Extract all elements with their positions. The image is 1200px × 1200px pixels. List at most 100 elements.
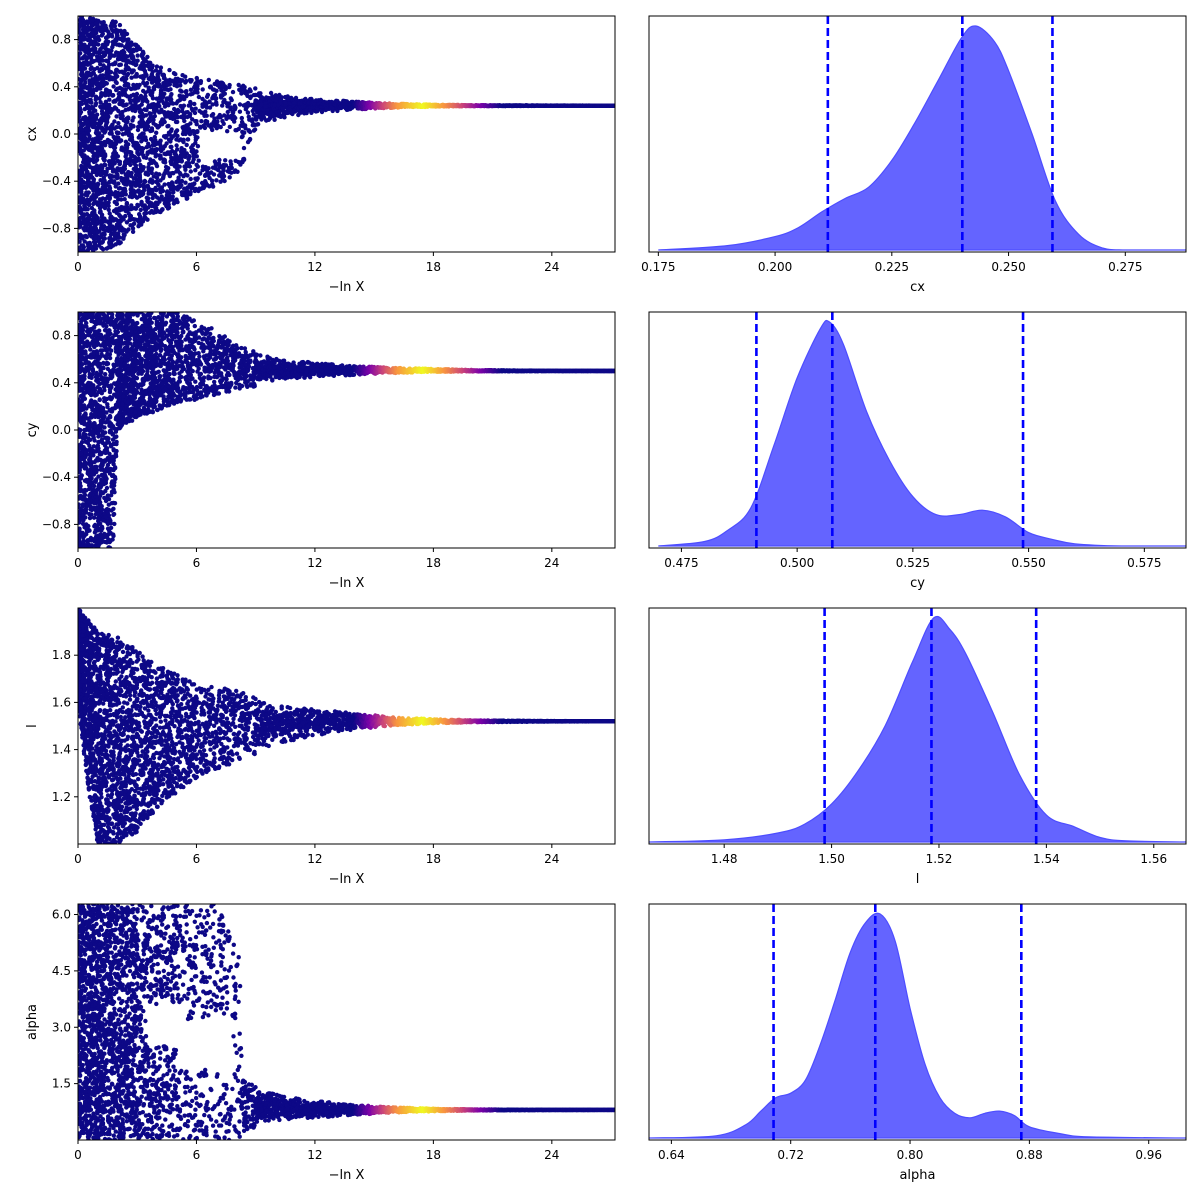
sample-point bbox=[147, 67, 152, 72]
sample-point bbox=[114, 67, 119, 73]
sample-point bbox=[114, 222, 120, 227]
sample-point bbox=[214, 96, 219, 101]
sample-point bbox=[120, 132, 126, 137]
sample-point bbox=[164, 141, 169, 146]
sample-point bbox=[574, 103, 579, 108]
sample-point bbox=[200, 104, 205, 109]
sample-point bbox=[237, 102, 243, 107]
sample-point bbox=[121, 232, 127, 237]
sample-point bbox=[246, 128, 251, 133]
sample-point bbox=[118, 28, 124, 33]
sample-point bbox=[103, 46, 108, 51]
sample-point bbox=[80, 45, 86, 51]
sample-point bbox=[245, 110, 251, 115]
sample-point bbox=[91, 248, 96, 252]
sample-point bbox=[235, 169, 240, 174]
sample-point bbox=[146, 196, 151, 201]
sample-point bbox=[198, 125, 203, 130]
sample-point bbox=[195, 129, 200, 134]
trace-cx-x-tick-label: 24 bbox=[544, 260, 559, 274]
sample-point bbox=[188, 121, 193, 126]
sample-point bbox=[130, 140, 136, 145]
sample-point bbox=[260, 96, 265, 101]
sample-point bbox=[126, 106, 132, 112]
sample-point bbox=[143, 73, 148, 79]
sample-point bbox=[199, 180, 205, 186]
sample-point bbox=[145, 151, 150, 157]
sample-point bbox=[268, 90, 274, 96]
sample-point bbox=[164, 101, 169, 106]
sample-point bbox=[142, 68, 148, 74]
sample-point bbox=[189, 186, 194, 191]
sample-point bbox=[220, 103, 225, 108]
sample-point bbox=[101, 20, 106, 25]
sample-point bbox=[95, 221, 100, 226]
sample-point bbox=[139, 149, 145, 154]
sample-point bbox=[93, 101, 99, 106]
sample-point bbox=[539, 103, 545, 108]
sample-point bbox=[139, 201, 144, 206]
sample-point bbox=[237, 109, 243, 114]
sample-point bbox=[110, 192, 115, 197]
sample-point bbox=[157, 110, 162, 115]
sample-point bbox=[131, 124, 136, 129]
sample-point bbox=[126, 47, 131, 52]
sample-point bbox=[93, 21, 99, 26]
sample-point bbox=[97, 164, 103, 170]
sample-point bbox=[90, 217, 96, 222]
sample-point bbox=[265, 108, 270, 113]
sample-point bbox=[226, 165, 232, 171]
sample-point bbox=[111, 99, 116, 104]
trace-cy-samples bbox=[78, 312, 615, 548]
sample-point bbox=[100, 231, 106, 236]
sample-point bbox=[173, 199, 178, 204]
sample-point bbox=[213, 123, 218, 129]
sample-point bbox=[245, 100, 251, 106]
sample-point bbox=[90, 83, 95, 88]
sample-point bbox=[101, 102, 106, 108]
sample-point bbox=[250, 123, 255, 128]
sample-point bbox=[82, 53, 88, 59]
sample-point bbox=[90, 149, 95, 154]
sample-point bbox=[263, 104, 268, 109]
sample-point bbox=[91, 169, 97, 174]
sample-point bbox=[96, 49, 102, 55]
sample-point bbox=[121, 227, 126, 232]
sample-point bbox=[259, 102, 264, 107]
sample-point bbox=[134, 189, 139, 194]
sample-point bbox=[79, 192, 85, 197]
sample-point bbox=[107, 54, 112, 59]
sample-point bbox=[89, 225, 94, 231]
sample-point bbox=[190, 159, 195, 165]
sample-point bbox=[230, 89, 236, 95]
sample-point bbox=[180, 115, 186, 120]
sample-point bbox=[213, 163, 219, 168]
sample-point bbox=[133, 47, 138, 53]
sample-point bbox=[78, 118, 83, 123]
sample-point bbox=[108, 143, 113, 149]
sample-point bbox=[206, 172, 211, 178]
sample-point bbox=[171, 71, 177, 76]
sample-point bbox=[168, 94, 173, 99]
sample-point bbox=[132, 193, 138, 199]
sample-point bbox=[178, 137, 183, 142]
sample-point bbox=[169, 136, 174, 141]
sample-point bbox=[210, 87, 216, 92]
sample-point bbox=[99, 116, 104, 121]
sample-point bbox=[221, 162, 226, 168]
sample-point bbox=[169, 197, 174, 202]
sample-point bbox=[140, 183, 145, 188]
sample-point bbox=[107, 211, 112, 216]
sample-point bbox=[167, 150, 172, 155]
sample-point bbox=[106, 207, 111, 212]
sample-point bbox=[174, 137, 179, 142]
sample-point bbox=[79, 70, 85, 75]
sample-point bbox=[120, 113, 125, 119]
sample-point bbox=[244, 91, 249, 97]
sample-point bbox=[130, 86, 136, 91]
sample-point bbox=[210, 184, 216, 189]
sample-point bbox=[87, 231, 92, 237]
sample-point bbox=[146, 124, 151, 129]
sample-point bbox=[93, 244, 98, 249]
sample-point bbox=[171, 156, 176, 161]
